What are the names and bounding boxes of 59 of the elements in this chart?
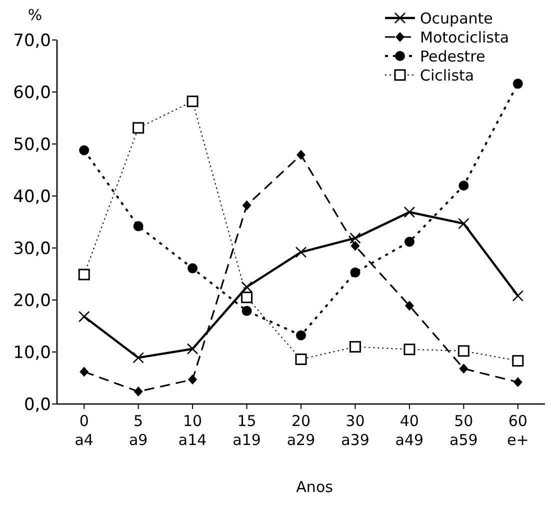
point [186,96,198,108]
point [349,341,361,353]
x-tick-label: 5 a9 [128,412,148,449]
legend-label: Ocupante [420,9,493,28]
point [79,145,90,156]
point [186,343,198,355]
point [188,374,198,385]
point [188,263,198,274]
legend-label: Ciclista [420,66,474,84]
x-tick-label: 40 a49 [395,412,424,449]
point [513,377,522,388]
y-tick-label: 10,0 [13,342,51,363]
point [241,292,253,304]
point [512,290,524,302]
point [242,306,252,316]
y-tick-label: 60,0 [13,82,51,103]
point [512,78,523,89]
x-axis-title: Anos [296,478,334,496]
point [78,268,90,280]
point [350,240,360,251]
point [459,364,468,374]
point [296,150,306,160]
point [295,246,307,258]
y-tick-label: 50,0 [13,134,51,155]
point [350,232,361,244]
point [80,366,89,377]
x-tick-label: 10 a14 [178,412,207,449]
y-tick-label: 40,0 [13,186,51,207]
point [134,386,143,397]
point [458,345,470,357]
point [132,352,144,364]
point [512,355,524,367]
y-tick-label: 20,0 [13,290,51,311]
point [133,221,144,232]
y-tick-label: 0,0 [24,394,51,415]
point [458,218,470,230]
x-tick-label: 20 a29 [286,412,316,449]
legend-label: Pedestre [420,47,486,66]
point [242,200,252,210]
y-axis-title: % [28,6,42,24]
x-tick-label: 0 a4 [74,412,94,449]
point [404,344,416,356]
legend-label: Motociclista [420,28,510,46]
point [241,281,252,293]
point [296,330,306,340]
y-tick-label: 70,0 [13,30,51,51]
point [458,180,469,191]
point [350,267,360,278]
point [404,206,416,218]
x-tick-label: 60 e+ [506,412,529,449]
point [295,354,307,366]
x-tick-label: 15 a19 [232,412,261,449]
x-tick-label: 50 a59 [450,412,478,449]
point [78,310,90,322]
point [132,122,144,134]
point [404,300,414,311]
x-tick-label: 30 a39 [341,412,370,449]
y-tick-label: 30,0 [13,238,51,259]
point [404,236,414,247]
